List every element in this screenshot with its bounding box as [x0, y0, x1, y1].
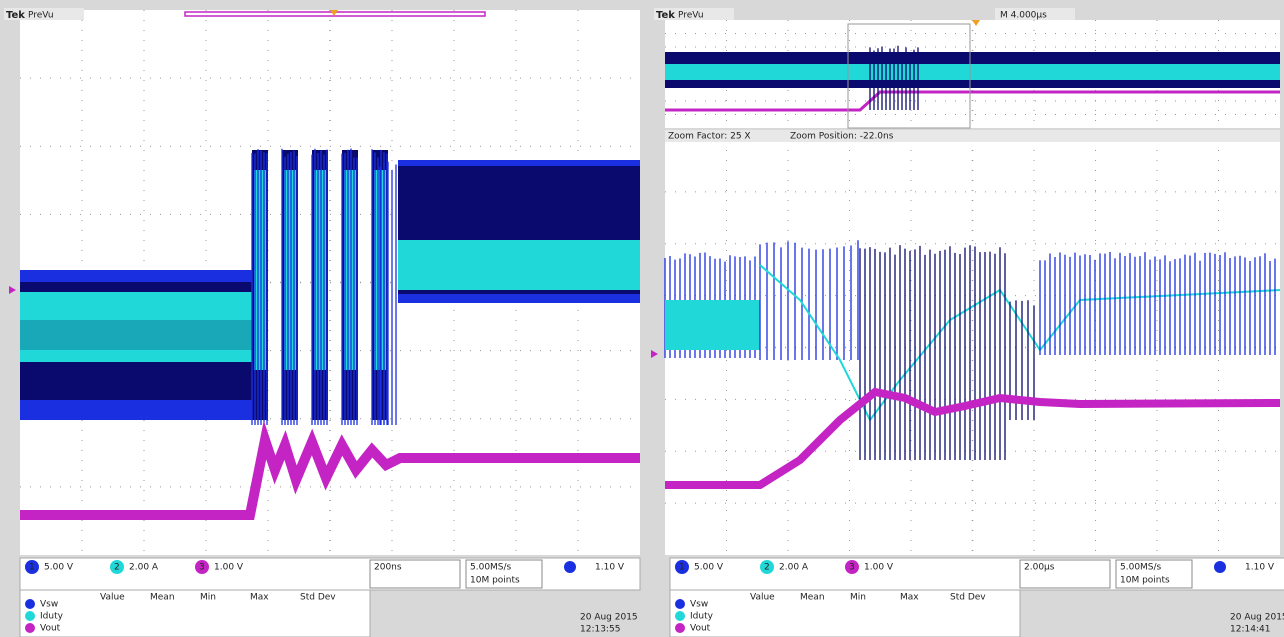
- trigger-badge: [564, 561, 576, 573]
- measure-badge: [25, 611, 35, 621]
- measure-header: Value: [750, 593, 775, 603]
- measure-header: Mean: [800, 593, 825, 603]
- trigger-level: 1.10 V: [595, 563, 625, 573]
- channel-number: 1: [679, 563, 685, 573]
- measure-header: Std Dev: [300, 593, 336, 603]
- channel-scale: 2.00 A: [129, 563, 159, 573]
- measure-name: Vsw: [40, 600, 58, 610]
- sample-rate: 5.00MS/s: [1120, 563, 1162, 573]
- mode: PreVu: [28, 11, 54, 21]
- trace-band: [20, 320, 252, 350]
- channel-number: 3: [849, 563, 855, 573]
- channel-scale: 5.00 V: [44, 563, 74, 573]
- measure-badge: [675, 599, 685, 609]
- zoom-header: [665, 130, 1280, 142]
- zoom-position: Zoom Position: -22.0ns: [790, 132, 894, 142]
- trigger-level: 1.10 V: [1245, 563, 1275, 573]
- channel-number: 3: [199, 563, 205, 573]
- measure-name: Vsw: [690, 600, 708, 610]
- measure-name: Vout: [690, 624, 711, 634]
- channel-number: 2: [764, 563, 770, 573]
- trace-band: [665, 64, 1280, 80]
- scope-screen: TekPreVu15.00 V22.00 A31.00 V200ns5.00MS…: [0, 0, 1284, 637]
- channel-number: 2: [114, 563, 120, 573]
- measure-badge: [25, 623, 35, 633]
- brand: Tek: [656, 10, 675, 21]
- measure-header: Mean: [150, 593, 175, 603]
- measure-header: Max: [900, 593, 919, 603]
- date: 20 Aug 2015: [1230, 613, 1284, 623]
- brand: Tek: [6, 10, 25, 21]
- measure-header: Max: [250, 593, 269, 603]
- time: 12:14:41: [1230, 625, 1270, 635]
- date: 20 Aug 2015: [580, 613, 638, 623]
- measure-header: Min: [850, 593, 866, 603]
- channel-number: 1: [29, 563, 35, 573]
- mode: PreVu: [678, 11, 704, 21]
- timebase: 200ns: [374, 563, 402, 573]
- measure-name: Vout: [40, 624, 61, 634]
- trace-band: [665, 300, 760, 350]
- zoom-factor: Zoom Factor: 25 X: [668, 132, 751, 142]
- trigger-badge: [1214, 561, 1226, 573]
- measure-name: Iduty: [40, 612, 64, 622]
- measure-header: Min: [200, 593, 216, 603]
- time: 12:13:55: [580, 625, 620, 635]
- measure-name: Iduty: [690, 612, 714, 622]
- measure-badge: [25, 599, 35, 609]
- measure-badge: [675, 623, 685, 633]
- channel-scale: 1.00 V: [864, 563, 894, 573]
- record-length: 10M points: [470, 576, 520, 586]
- channel-scale: 2.00 A: [779, 563, 809, 573]
- record-length: 10M points: [1120, 576, 1170, 586]
- measure-badge: [675, 611, 685, 621]
- sample-rate: 5.00MS/s: [470, 563, 512, 573]
- channel-scale: 1.00 V: [214, 563, 244, 573]
- channel-scale: 5.00 V: [694, 563, 724, 573]
- position: M 4.000µs: [1000, 11, 1047, 21]
- measure-header: Std Dev: [950, 593, 986, 603]
- timebase: 2.00µs: [1024, 563, 1055, 573]
- measure-header: Value: [100, 593, 125, 603]
- trace-band: [398, 240, 640, 290]
